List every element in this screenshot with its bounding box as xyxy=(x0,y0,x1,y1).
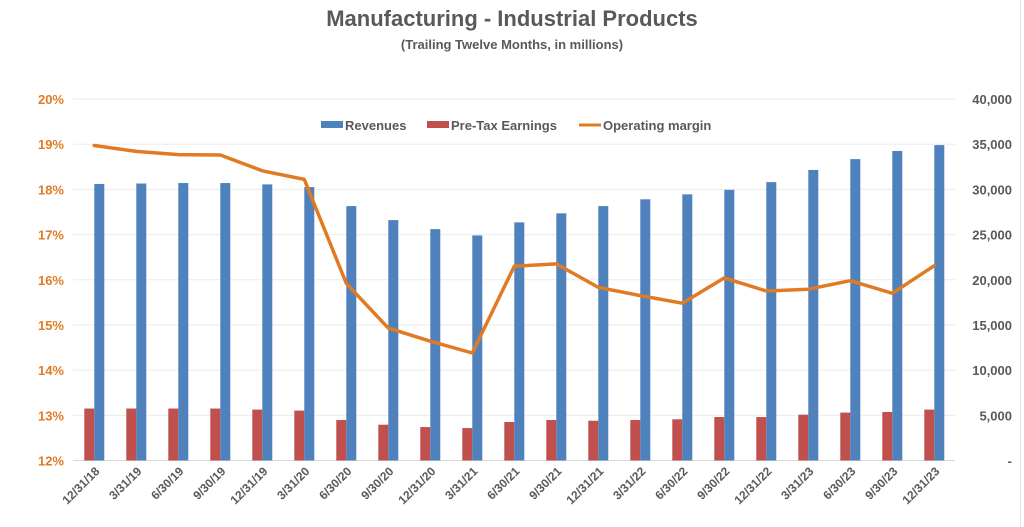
right-tick-label: 30,000 xyxy=(972,182,1012,197)
pretax-earnings-bar xyxy=(168,408,179,461)
pretax-earnings-bar xyxy=(294,410,305,461)
chart-border xyxy=(1020,0,1021,527)
left-tick-label: 16% xyxy=(38,273,64,288)
revenues-bar xyxy=(514,222,525,461)
x-tick-label: 6/30/23 xyxy=(820,464,858,502)
left-tick-label: 12% xyxy=(38,454,64,469)
left-tick-label: 19% xyxy=(38,137,64,152)
revenues-bar xyxy=(178,183,189,461)
right-tick-label: 10,000 xyxy=(972,363,1012,378)
left-tick-label: 14% xyxy=(38,363,64,378)
pretax-earnings-bar xyxy=(252,409,263,461)
left-tick-label: 15% xyxy=(38,318,64,333)
legend-label: Pre-Tax Earnings xyxy=(451,118,557,133)
left-tick-label: 20% xyxy=(38,92,64,107)
revenues-bar xyxy=(556,213,567,461)
pretax-earnings-bar xyxy=(756,417,767,461)
pretax-earnings-bar xyxy=(462,428,473,461)
pretax-earnings-bar xyxy=(336,420,347,461)
x-tick-label: 3/31/21 xyxy=(442,464,480,502)
revenues-bar xyxy=(304,187,315,461)
x-tick-label: 12/31/23 xyxy=(899,464,942,507)
left-tick-label: 17% xyxy=(38,228,64,243)
x-tick-label: 12/31/18 xyxy=(59,464,102,507)
revenues-bar xyxy=(724,189,735,461)
x-tick-label: 6/30/19 xyxy=(148,464,186,502)
x-tick-label: 9/30/21 xyxy=(526,464,564,502)
right-tick-label: 5,000 xyxy=(979,408,1012,423)
pretax-earnings-bar xyxy=(924,409,935,461)
x-tick-label: 9/30/22 xyxy=(694,464,732,502)
pretax-earnings-bar xyxy=(126,408,137,461)
pretax-earnings-bar xyxy=(840,412,851,461)
x-tick-label: 9/30/20 xyxy=(358,464,396,502)
pretax-earnings-bar xyxy=(882,411,893,461)
revenues-bar xyxy=(94,183,105,461)
x-tick-label: 9/30/19 xyxy=(190,464,228,502)
pretax-earnings-bar xyxy=(420,427,431,461)
chart-title: Manufacturing - Industrial Products xyxy=(326,6,698,31)
revenues-bar xyxy=(850,159,861,461)
pretax-earnings-bar xyxy=(672,419,683,461)
revenues-bar xyxy=(430,229,441,461)
bar-series xyxy=(84,145,945,461)
x-tick-label: 3/31/23 xyxy=(778,464,816,502)
right-tick-label: 35,000 xyxy=(972,137,1012,152)
right-tick-label: 40,000 xyxy=(972,92,1012,107)
revenues-bar xyxy=(766,182,777,461)
right-tick-label: 25,000 xyxy=(972,228,1012,243)
x-tick-label: 12/31/22 xyxy=(731,464,774,507)
revenues-bar xyxy=(220,183,231,461)
x-tick-label: 12/31/19 xyxy=(227,464,270,507)
pretax-earnings-bar xyxy=(630,420,641,461)
pretax-earnings-bar xyxy=(504,422,515,461)
right-axis: - 5,000 10,000 15,000 20,000 25,000 30,000 35,0… xyxy=(972,92,1012,469)
pretax-earnings-bar xyxy=(714,417,725,461)
revenues-bar xyxy=(262,184,273,461)
legend-label: Operating margin xyxy=(603,118,711,133)
revenues-bar xyxy=(808,169,819,461)
x-tick-label: 6/30/21 xyxy=(484,464,522,502)
x-tick-label: 6/30/22 xyxy=(652,464,690,502)
pretax-earnings-bar xyxy=(210,408,221,461)
x-tick-label: 12/31/21 xyxy=(563,464,606,507)
pretax-earnings-bar xyxy=(588,420,599,461)
legend-swatch-pre-tax-earnings xyxy=(427,121,449,128)
chart-subtitle: (Trailing Twelve Months, in millions) xyxy=(400,37,624,52)
x-tick-label: 9/30/23 xyxy=(862,464,900,502)
x-tick-label: 6/30/20 xyxy=(316,464,354,502)
x-tick-label: 12/31/20 xyxy=(395,464,438,507)
line-series xyxy=(92,143,937,355)
legend-label: Revenues xyxy=(345,118,406,133)
revenues-bar xyxy=(472,235,483,461)
right-tick-label: - xyxy=(1008,454,1012,469)
left-tick-label: 13% xyxy=(38,408,64,423)
pretax-earnings-bar xyxy=(84,408,95,461)
pretax-earnings-bar xyxy=(378,424,389,461)
revenues-bar xyxy=(598,206,609,461)
revenues-bar xyxy=(892,150,903,461)
x-tick-label: 3/31/22 xyxy=(610,464,648,502)
legend-swatch-revenues xyxy=(321,121,343,128)
right-tick-label: 15,000 xyxy=(972,318,1012,333)
revenues-bar xyxy=(346,206,357,461)
revenues-bar xyxy=(682,194,693,461)
legend: Revenues Pre-Tax Earnings Operating margin xyxy=(321,118,711,133)
left-tick-label: 18% xyxy=(38,182,64,197)
x-axis: 12/31/18 3/31/19 6/30/19 9/30/19 12/31/19 3/3… xyxy=(59,464,942,507)
x-tick-label: 3/31/19 xyxy=(106,464,144,502)
revenues-bar xyxy=(388,220,399,461)
revenues-bar xyxy=(934,145,945,461)
revenues-bar xyxy=(136,183,147,461)
pretax-earnings-bar xyxy=(546,420,557,461)
pretax-earnings-bar xyxy=(798,414,809,461)
x-tick-label: 3/31/20 xyxy=(274,464,312,502)
right-tick-label: 20,000 xyxy=(972,273,1012,288)
revenues-bar xyxy=(640,199,651,461)
left-axis: 12% 13% 14% 15% 16% 17% 18% 19% 20% xyxy=(38,92,64,469)
